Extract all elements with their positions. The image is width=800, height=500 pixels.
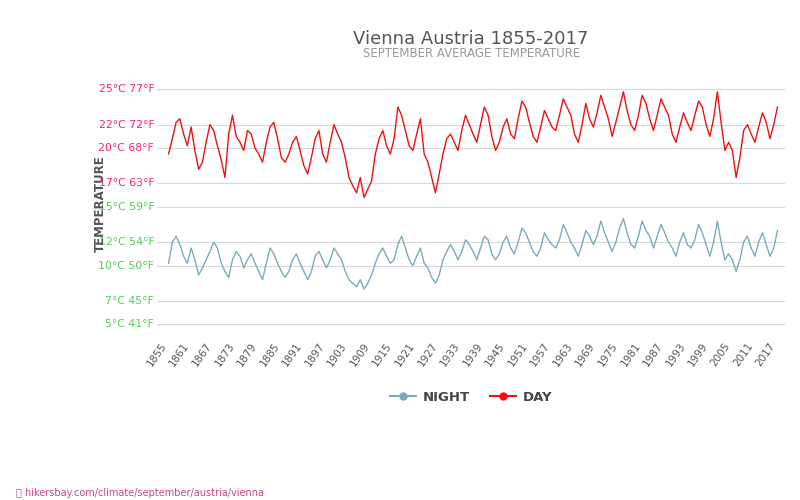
Text: 5°C 41°F: 5°C 41°F <box>106 320 154 330</box>
Text: 25°C 77°F: 25°C 77°F <box>98 84 154 94</box>
Text: SEPTEMBER AVERAGE TEMPERATURE: SEPTEMBER AVERAGE TEMPERATURE <box>362 47 580 60</box>
Text: 15°C 59°F: 15°C 59°F <box>98 202 154 212</box>
Text: 7°C 45°F: 7°C 45°F <box>106 296 154 306</box>
Text: 🌐 hikersbay.com/climate/september/austria/vienna: 🌐 hikersbay.com/climate/september/austri… <box>16 488 264 498</box>
Text: 12°C 54°F: 12°C 54°F <box>98 237 154 247</box>
Text: 17°C 63°F: 17°C 63°F <box>98 178 154 188</box>
Text: 20°C 68°F: 20°C 68°F <box>98 143 154 153</box>
Legend: NIGHT, DAY: NIGHT, DAY <box>385 385 558 409</box>
Text: 22°C 72°F: 22°C 72°F <box>98 120 154 130</box>
Text: 10°C 50°F: 10°C 50°F <box>98 260 154 270</box>
Title: Vienna Austria 1855-2017: Vienna Austria 1855-2017 <box>354 30 589 48</box>
Text: TEMPERATURE: TEMPERATURE <box>94 156 107 252</box>
